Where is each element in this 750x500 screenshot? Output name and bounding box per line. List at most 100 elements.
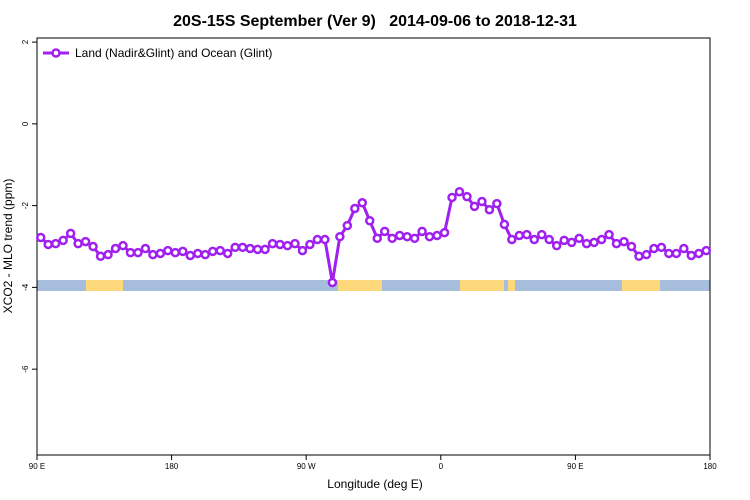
data-point	[200, 249, 210, 260]
data-point	[477, 196, 487, 207]
data-point	[522, 229, 532, 240]
chart-title: 20S-15S September (Ver 9) 2014-09-06 to …	[173, 13, 577, 30]
data-point	[402, 231, 412, 242]
data-point	[245, 243, 255, 254]
data-point	[656, 242, 667, 253]
data-point	[581, 238, 592, 249]
y-axis-label: XCO2 - MLO trend (ppm)	[1, 179, 15, 314]
data-point	[424, 231, 435, 242]
data-point	[185, 250, 196, 261]
data-point	[484, 204, 495, 215]
data-point	[88, 241, 98, 252]
data-point	[604, 229, 614, 240]
plot-frame	[36, 37, 711, 456]
data-point	[140, 243, 151, 254]
data-point	[439, 227, 450, 238]
data-point	[133, 247, 143, 258]
data-point	[178, 246, 188, 257]
data-point	[215, 245, 225, 256]
data-point	[305, 239, 315, 250]
data-point	[222, 248, 233, 259]
data-point	[462, 191, 472, 202]
data-point	[297, 245, 308, 256]
data-point	[671, 248, 682, 259]
x-tick-label: 90 W	[297, 462, 316, 471]
data-point	[230, 242, 240, 253]
y-tick-label: 2	[21, 39, 30, 44]
data-point	[125, 247, 136, 258]
data-point	[155, 248, 166, 259]
land-strip	[508, 280, 515, 291]
x-tick-label: 90 E	[29, 462, 45, 471]
data-point	[679, 243, 689, 254]
data-point	[95, 251, 106, 262]
data-point	[357, 198, 368, 208]
data-point	[469, 201, 480, 212]
data-point	[589, 237, 599, 248]
data-point	[372, 233, 382, 244]
data-point	[275, 239, 285, 250]
land-strip	[622, 280, 660, 291]
data-point	[596, 234, 607, 245]
data-point	[559, 235, 569, 246]
y-tick-label: -2	[21, 202, 30, 210]
data-point	[282, 240, 293, 251]
data-point	[170, 247, 181, 258]
x-tick-label: 180	[703, 462, 717, 471]
data-point	[327, 277, 338, 288]
legend-label: Land (Nadir&Glint) and Ocean (Glint)	[75, 46, 272, 60]
legend-marker	[51, 48, 61, 58]
data-point	[193, 248, 203, 259]
data-point	[514, 230, 525, 241]
x-tick-label: 90 E	[567, 462, 583, 471]
data-point	[529, 234, 540, 245]
data-point	[118, 240, 128, 251]
data-point	[65, 228, 76, 239]
data-point	[634, 251, 644, 262]
data-point	[387, 233, 397, 244]
data-point	[312, 234, 323, 245]
data-point	[342, 220, 353, 231]
x-tick-label: 0	[439, 462, 444, 471]
data-point	[207, 246, 218, 257]
data-point	[110, 243, 121, 254]
data-point	[507, 234, 517, 245]
land-strip	[338, 280, 382, 291]
data-point	[35, 232, 46, 243]
data-point	[365, 215, 375, 226]
data-point	[43, 239, 53, 250]
land-strip	[86, 280, 123, 291]
data-point	[260, 244, 270, 255]
data-point	[267, 238, 278, 249]
data-point	[574, 233, 584, 244]
data-point	[237, 242, 248, 253]
y-tick-label: -4	[21, 283, 30, 291]
data-point	[611, 238, 622, 249]
data-point	[394, 230, 405, 241]
data-point	[80, 236, 91, 247]
data-point	[290, 238, 300, 249]
data-point	[350, 203, 360, 214]
data-point	[432, 230, 442, 241]
data-point	[694, 248, 704, 259]
data-point	[499, 219, 510, 230]
data-point	[252, 244, 263, 255]
data-point	[417, 226, 427, 237]
data-point	[73, 238, 83, 249]
data-point	[447, 192, 457, 203]
data-point	[686, 250, 697, 261]
data-point	[544, 234, 554, 245]
data-point	[649, 243, 659, 254]
data-point	[379, 226, 390, 237]
x-axis-label: Longitude (deg E)	[327, 477, 422, 491]
data-point	[409, 233, 420, 244]
data-point	[454, 186, 465, 197]
data-point	[50, 238, 61, 249]
data-point	[335, 231, 345, 242]
data-point	[58, 235, 68, 246]
data-point	[103, 249, 113, 260]
y-tick-label: 0	[21, 121, 30, 126]
x-tick-label: 180	[165, 462, 179, 471]
land-strip	[460, 280, 504, 291]
